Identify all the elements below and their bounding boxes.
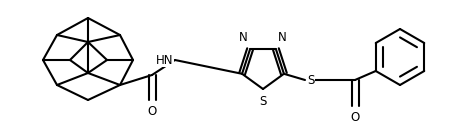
Text: N: N — [239, 31, 248, 44]
Text: N: N — [278, 31, 287, 44]
Text: HN: HN — [155, 54, 173, 66]
Text: O: O — [147, 105, 157, 118]
Text: S: S — [259, 95, 267, 108]
Text: O: O — [350, 111, 360, 124]
Text: S: S — [307, 74, 314, 86]
